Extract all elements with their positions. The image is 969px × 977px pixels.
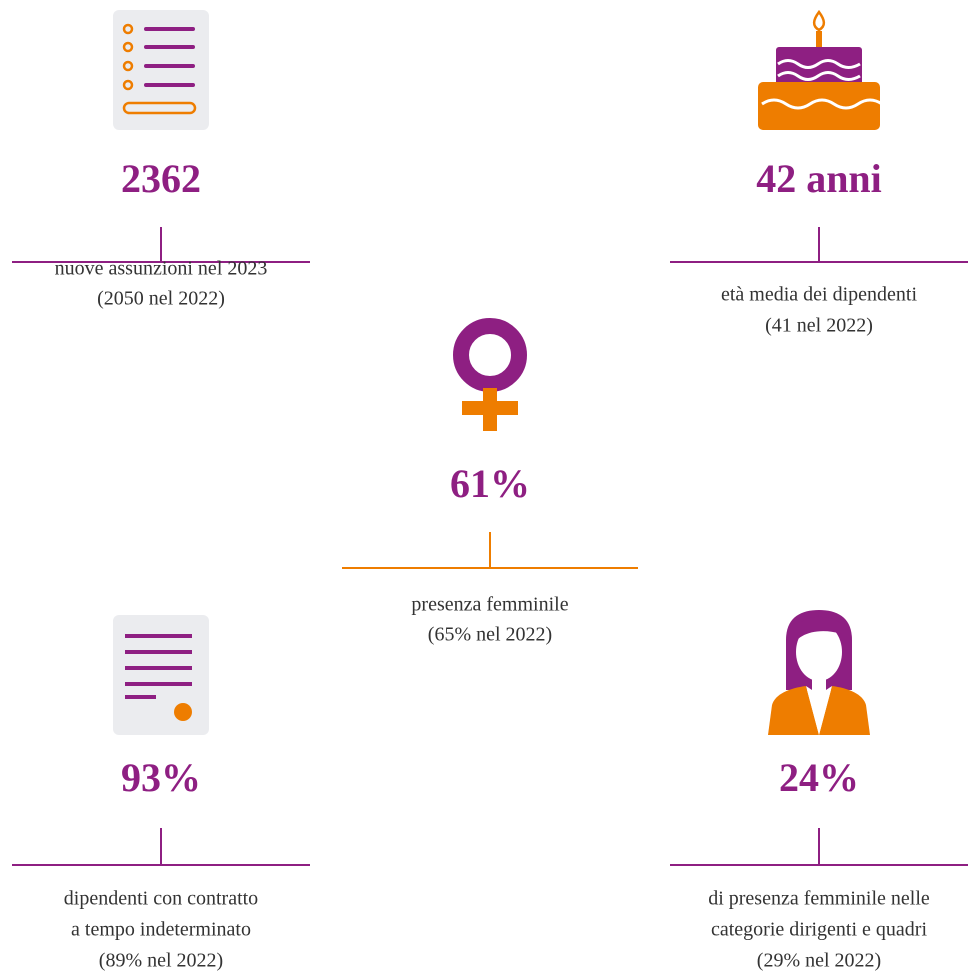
cake-icon (758, 9, 883, 130)
stat-text: (2050 nel 2022) (97, 288, 225, 310)
stat-text: (41 nel 2022) (765, 315, 873, 337)
stat-value: 61% (450, 461, 530, 506)
stat-text: età media dei dipendenti (721, 284, 917, 306)
stat-value: 24% (779, 755, 859, 800)
list-icon (113, 10, 209, 130)
stat-text: categorie dirigenti e quadri (711, 919, 927, 941)
contract-icon (113, 615, 209, 735)
stat-text: nuove assunzioni nel 2023 (55, 258, 268, 280)
connectors (12, 227, 968, 866)
stat-value: 93% (121, 755, 201, 800)
stat-text: presenza femminile (411, 594, 568, 616)
woman-icon (768, 610, 870, 735)
stat-text: a tempo indeterminato (71, 919, 251, 941)
stat-text: dipendenti con contratto (64, 888, 258, 910)
stat-value: 2362 (121, 156, 201, 201)
stat-value: 42 anni (756, 156, 882, 201)
stat-text: (29% nel 2022) (757, 950, 881, 972)
stat-text: (89% nel 2022) (99, 950, 223, 972)
stat-text: di presenza femminile nelle (708, 888, 930, 910)
stat-text: (65% nel 2022) (428, 624, 552, 646)
female-icon (453, 318, 527, 431)
